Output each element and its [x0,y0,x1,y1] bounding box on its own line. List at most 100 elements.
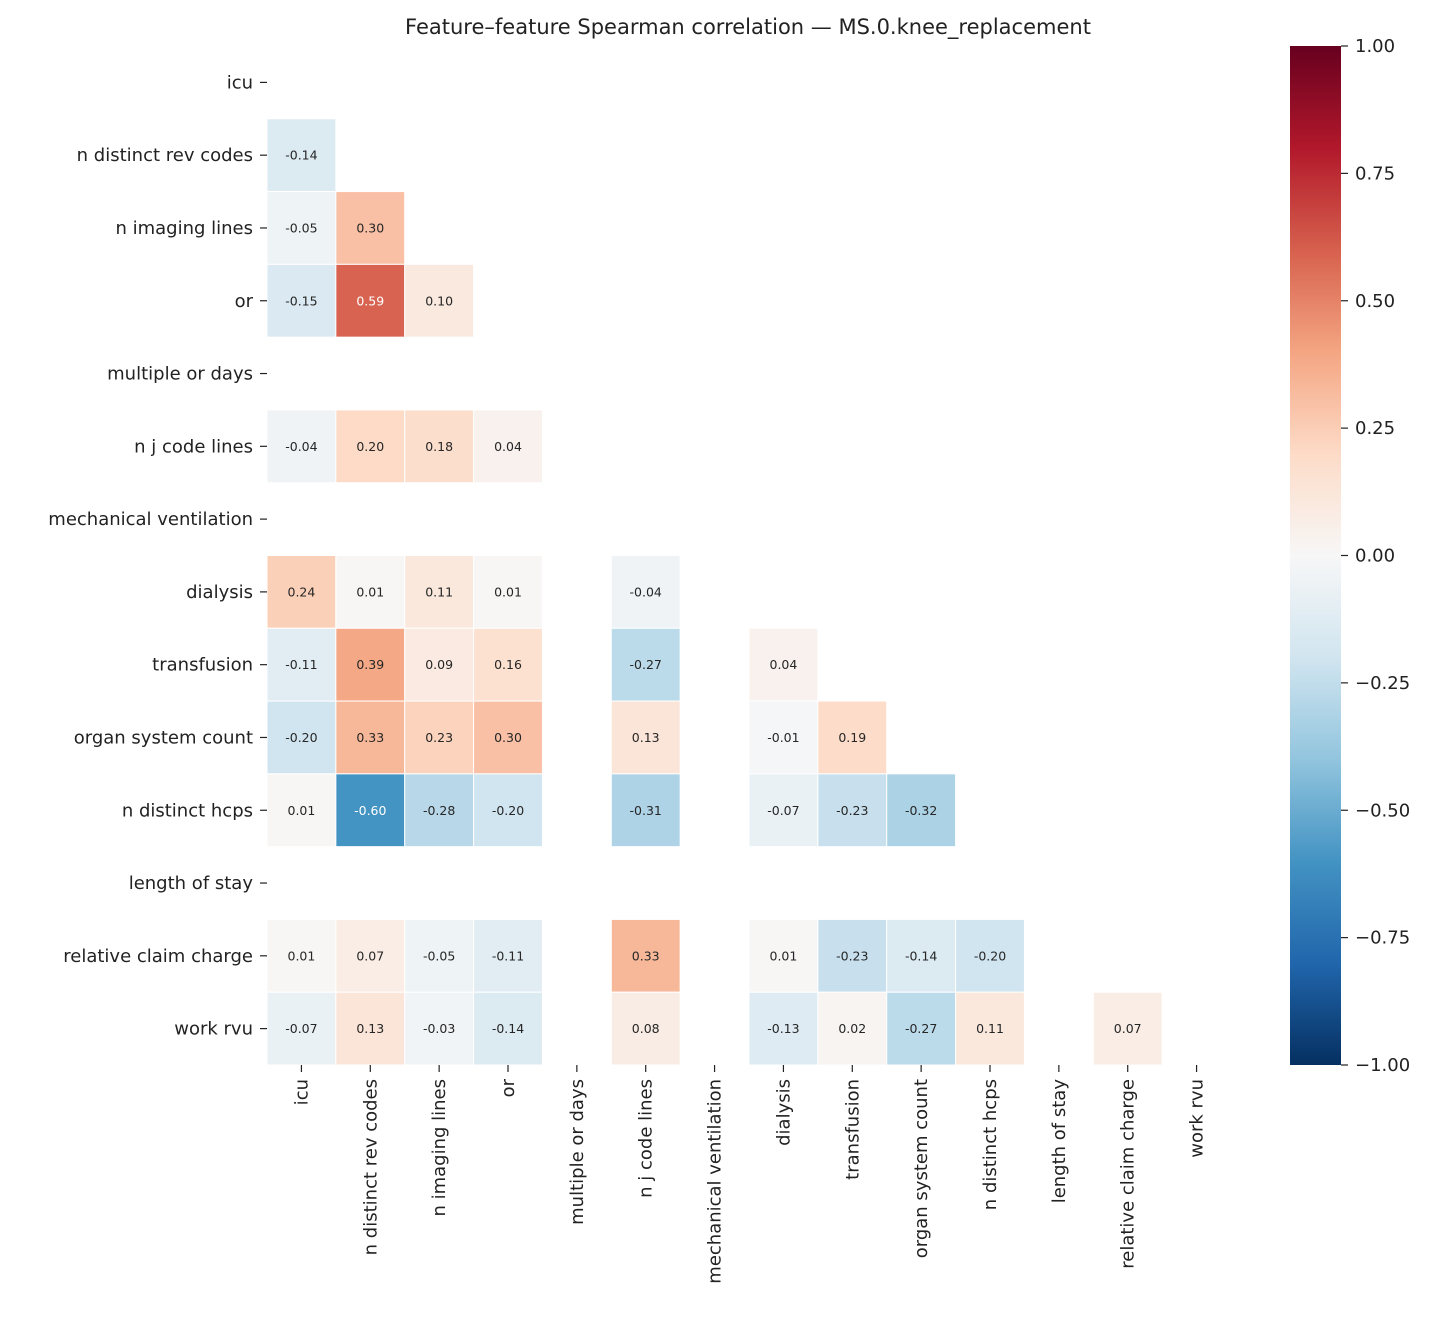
heatmap-cell [335,409,406,484]
heatmap-cell [473,918,543,993]
x-tick-label: work rvu [1187,1079,1208,1158]
y-tick-label: length of stay [129,873,254,894]
cell-annotation: -0.14 [285,148,317,163]
colorbar-tick-label: 0.25 [1355,418,1395,439]
heatmap-cell [473,555,543,629]
cell-annotation: 0.04 [494,439,522,454]
heatmap-cells: -0.14 -0.05 0.30 -0.15 0.59 0.10 -0.04 0.20 0.18… [266,118,1163,1066]
heatmap-cell [610,773,681,848]
heatmap-cell [266,700,337,775]
heatmap-cell [335,263,406,338]
x-tick-label: mechanical ventilation [705,1079,726,1284]
cell-annotation: 0.30 [494,730,522,745]
cell-annotation: -0.31 [630,803,662,818]
colorbar-tick-label: −0.50 [1355,800,1410,821]
cell-annotation: -0.23 [836,803,868,818]
y-tick-label: multiple or days [107,364,253,385]
cell-annotation: 0.24 [288,584,316,599]
colorbar-tick-label: 0.00 [1355,546,1395,567]
heatmap-cell [955,918,1025,993]
y-tick-label: mechanical ventilation [48,509,253,530]
heatmap-cell [404,918,475,993]
heatmap-cell [404,773,475,848]
cell-annotation: 0.13 [356,1021,384,1036]
colorbar-tick-label: 0.50 [1355,291,1395,312]
heatmap-cell [748,991,819,1066]
cell-annotation: -0.28 [423,803,455,818]
cell-annotation: 0.08 [632,1021,660,1036]
colorbar-tick-label: −0.25 [1355,673,1410,694]
cell-annotation: 0.01 [356,584,384,599]
cell-annotation: 0.02 [838,1021,866,1036]
y-tick-label: n j code lines [134,436,253,457]
cell-annotation: 0.30 [356,220,384,235]
cell-annotation: 0.01 [770,948,798,963]
cell-annotation: -0.23 [836,948,868,963]
cell-annotation: -0.32 [905,803,937,818]
heatmap-cell [473,991,543,1066]
heatmap-cell [266,263,337,338]
heatmap-cell [335,700,406,775]
heatmap-cell [266,773,337,848]
cell-annotation: -0.03 [423,1021,455,1036]
heatmap-cell [610,627,681,702]
heatmap-cell [610,700,681,775]
heatmap-cell [748,627,819,702]
x-tick-label: n j code lines [636,1079,657,1198]
heatmap-cell [955,991,1025,1066]
x-axis-labels: icu n distinct rev codes n imaging lines or… [291,1065,1208,1284]
heatmap-cell [266,991,337,1066]
cell-annotation: 0.39 [356,657,384,672]
y-tick-label: relative claim charge [63,946,253,967]
heatmap-cell [473,773,543,848]
heatmap-cell [817,700,888,775]
cell-annotation: 0.33 [356,730,384,745]
cell-annotation: 0.07 [1114,1021,1142,1036]
colorbar-tick-label: −1.00 [1355,1055,1410,1076]
y-tick-label: n distinct rev codes [77,145,253,166]
heatmap-cell [404,627,475,702]
x-tick-label: transfusion [842,1079,863,1180]
cell-annotation: -0.04 [630,584,662,599]
heatmap-cell [1092,991,1163,1066]
x-tick-label: n imaging lines [429,1079,450,1217]
heatmap-cell [335,991,406,1066]
y-tick-label: work rvu [174,1019,253,1040]
cell-annotation: 0.01 [494,584,522,599]
heatmap-cell [335,918,406,993]
x-tick-label: dialysis [773,1079,794,1146]
heatmap-cell [473,627,543,702]
y-tick-label: n distinct hcps [122,800,253,821]
y-tick-label: icu [227,72,253,93]
cell-annotation: 0.10 [425,293,453,308]
cell-annotation: 0.04 [770,657,798,672]
cell-annotation: 0.18 [425,439,453,454]
cell-annotation: -0.07 [285,1021,317,1036]
heatmap-cell [404,991,475,1066]
cell-annotation: -0.11 [285,657,317,672]
cell-annotation: -0.27 [630,657,662,672]
cell-annotation: -0.14 [905,948,937,963]
heatmap-cell [748,700,819,775]
cell-annotation: -0.07 [767,803,799,818]
x-tick-label: n distinct rev codes [360,1079,381,1255]
cell-annotation: 0.33 [632,948,660,963]
heatmap-cell [473,409,543,484]
heatmap-cell [404,263,475,338]
colorbar-tick-label: 1.00 [1355,36,1395,57]
cell-annotation: -0.05 [423,948,455,963]
heatmap-cell [473,700,543,775]
x-tick-label: n distinct hcps [980,1079,1001,1210]
heatmap-cell [266,918,337,993]
cell-annotation: 0.11 [425,584,453,599]
y-tick-label: n imaging lines [115,218,253,239]
cell-annotation: -0.14 [492,1021,524,1036]
colorbar [1290,46,1341,1065]
heatmap-cell [404,409,475,484]
cell-annotation: -0.04 [285,439,317,454]
heatmap-cell [886,991,957,1066]
y-tick-label: dialysis [186,582,253,603]
cell-annotation: 0.23 [425,730,453,745]
x-tick-label: relative claim charge [1118,1079,1139,1269]
